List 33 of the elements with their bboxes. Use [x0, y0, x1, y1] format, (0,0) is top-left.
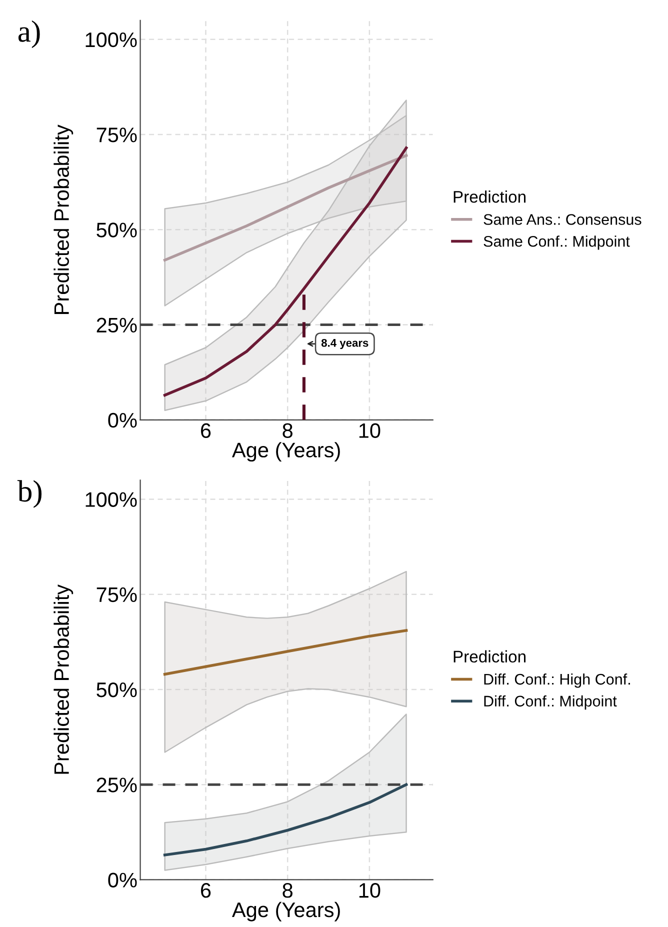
legend-label: Diff. Conf.: High Conf. — [484, 673, 630, 688]
chart-title: b) — [17, 480, 42, 508]
legend-title: Prediction — [454, 190, 526, 203]
y-tick-label: 25% — [96, 318, 137, 333]
y-tick-label: 100% — [86, 492, 137, 507]
x-axis-title: Age (Years) — [232, 902, 340, 922]
y-axis-title: Predicted Probability — [54, 124, 74, 314]
annotation: 8.4 years — [321, 338, 368, 350]
x-tick-label: 8 — [282, 883, 292, 898]
legend-label: Same Conf.: Midpoint — [484, 236, 630, 250]
line-series — [163, 783, 408, 856]
legend-label: Diff. Conf.: Midpoint — [484, 695, 617, 710]
y-tick-label: 100% — [86, 32, 137, 48]
x-tick-label: 8 — [282, 423, 292, 438]
line-series — [163, 629, 408, 676]
y-tick-label: 25% — [96, 778, 137, 792]
x-tick-label: 6 — [201, 423, 211, 438]
y-axis-title: Predicted Probability — [54, 584, 74, 774]
line-series — [163, 154, 408, 262]
x-tick-label: 10 — [359, 883, 380, 898]
legend-title: Prediction — [454, 650, 526, 663]
y-tick-label: 50% — [96, 682, 137, 698]
legend-label: Same Ans.: Consensus — [484, 214, 642, 225]
line-series — [163, 146, 408, 397]
chart-title: a) — [18, 20, 40, 48]
x-tick-label: 10 — [359, 423, 380, 438]
y-tick-label: 75% — [96, 587, 137, 602]
y-tick-label: 50% — [96, 222, 137, 238]
y-tick-label: 0% — [108, 412, 137, 428]
x-tick-label: 6 — [201, 883, 211, 898]
y-tick-label: 75% — [96, 128, 137, 142]
y-tick-label: 0% — [108, 872, 137, 888]
x-axis-title: Age (Years) — [232, 442, 340, 462]
